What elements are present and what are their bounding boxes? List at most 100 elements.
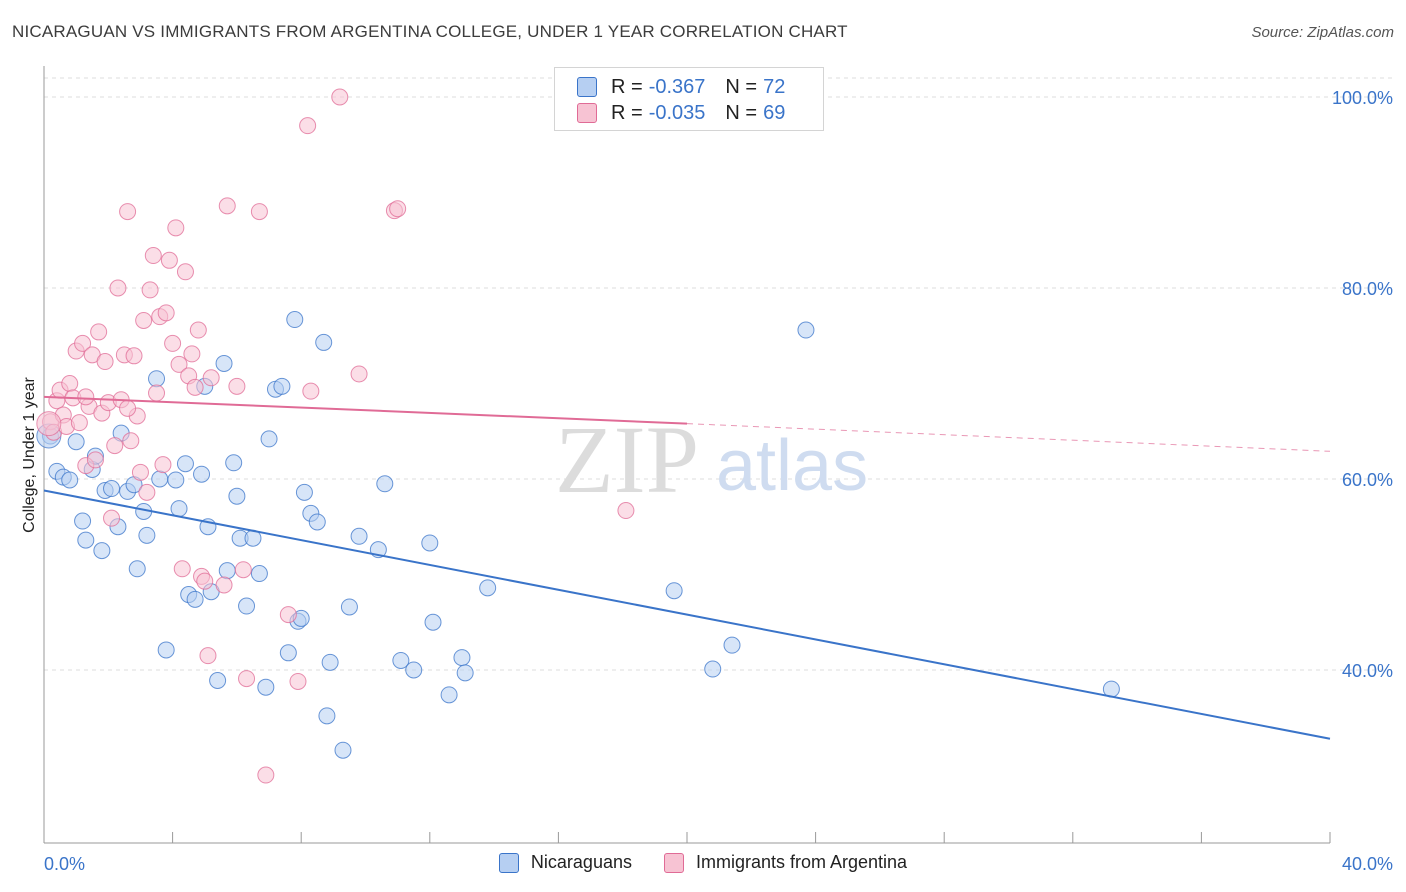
point-argentina	[141, 281, 159, 299]
point-nicaraguans	[103, 480, 121, 498]
point-argentina	[167, 219, 185, 237]
point-nicaraguans	[479, 579, 497, 597]
point-nicaraguans	[295, 483, 313, 501]
point-nicaraguans	[250, 565, 268, 583]
point-nicaraguans	[421, 534, 439, 552]
legend-r-value: -0.035	[648, 101, 706, 124]
point-nicaraguans	[128, 560, 146, 578]
trendlines	[43, 395, 1331, 740]
legend-label-nicaraguans: Nicaraguans	[530, 852, 632, 872]
point-argentina	[144, 247, 162, 265]
point-argentina	[135, 311, 153, 329]
point-argentina	[186, 378, 204, 396]
point-argentina	[157, 304, 175, 322]
point-nicaraguans	[228, 487, 246, 505]
point-argentina	[170, 355, 188, 373]
y-tick-label: 40.0%	[1342, 661, 1393, 681]
point-nicaraguans	[456, 664, 474, 682]
legend-swatch-pink	[577, 103, 597, 123]
point-argentina	[250, 203, 268, 221]
point-nicaraguans	[61, 471, 79, 489]
gridlines	[44, 77, 1392, 671]
point-nicaraguans	[440, 686, 458, 704]
legend-item-argentina[interactable]: Immigrants from Argentina	[663, 852, 908, 873]
point-nicaraguans	[260, 430, 278, 448]
point-nicaraguans	[77, 531, 95, 549]
legend-r-label: R =	[611, 75, 643, 98]
legend-r-value: -0.367	[648, 75, 706, 98]
point-nicaraguans	[424, 613, 442, 631]
point-argentina	[148, 384, 166, 402]
point-argentina	[125, 347, 143, 365]
point-argentina	[103, 509, 121, 527]
point-nicaraguans	[151, 470, 169, 488]
series-legend: Nicaraguans Immigrants from Argentina	[0, 852, 1406, 873]
point-nicaraguans	[308, 513, 326, 531]
point-argentina	[299, 117, 317, 135]
y-tick-label: 100.0%	[1332, 88, 1393, 108]
point-argentina	[350, 365, 368, 383]
point-argentina	[154, 456, 172, 474]
point-nicaraguans	[215, 354, 233, 372]
point-nicaraguans	[193, 465, 211, 483]
point-argentina	[160, 251, 178, 269]
point-argentina	[331, 88, 349, 106]
legend-swatch-blue	[577, 77, 597, 97]
correlation-legend: R = -0.367 N = 72 R = -0.035 N = 69	[554, 67, 824, 131]
point-nicaraguans	[318, 707, 336, 725]
point-argentina	[122, 432, 140, 450]
point-argentina	[183, 345, 201, 363]
legend-row-nicaraguans: R = -0.367 N = 72	[577, 75, 785, 99]
legend-swatch-pink	[663, 852, 684, 873]
legend-label-argentina: Immigrants from Argentina	[695, 852, 908, 872]
point-nicaraguans	[176, 455, 194, 473]
point-nicaraguans	[797, 321, 815, 339]
point-argentina	[257, 766, 275, 784]
point-argentina	[199, 647, 217, 665]
point-nicaraguans	[209, 672, 227, 690]
chart-title: NICARAGUAN VS IMMIGRANTS FROM ARGENTINA …	[12, 22, 848, 41]
legend-row-argentina: R = -0.035 N = 69	[577, 101, 785, 125]
point-argentina	[202, 369, 220, 387]
point-argentina	[176, 263, 194, 281]
point-nicaraguans	[148, 370, 166, 388]
point-nicaraguans	[218, 562, 236, 580]
point-nicaraguans	[170, 500, 188, 518]
y-tick-label: 60.0%	[1342, 470, 1393, 490]
series-argentina	[36, 88, 635, 784]
point-argentina	[36, 411, 62, 437]
point-nicaraguans	[340, 598, 358, 616]
point-argentina	[389, 200, 407, 218]
point-argentina	[234, 561, 252, 579]
point-nicaraguans	[93, 542, 111, 560]
point-argentina	[119, 399, 137, 417]
point-argentina	[96, 353, 114, 371]
point-nicaraguans	[286, 311, 304, 329]
point-argentina	[617, 502, 635, 520]
point-argentina	[238, 670, 256, 688]
point-nicaraguans	[665, 582, 683, 600]
point-argentina	[77, 388, 95, 406]
point-argentina	[215, 576, 233, 594]
legend-n-label: N =	[725, 101, 758, 124]
point-argentina	[218, 197, 236, 215]
point-argentina	[289, 672, 307, 690]
point-nicaraguans	[279, 644, 297, 662]
point-nicaraguans	[315, 333, 333, 351]
point-argentina	[228, 377, 246, 395]
point-nicaraguans	[376, 475, 394, 493]
point-argentina	[109, 279, 127, 297]
point-nicaraguans	[453, 649, 471, 667]
point-argentina	[61, 375, 79, 392]
point-argentina	[70, 414, 88, 432]
point-nicaraguans	[225, 454, 243, 472]
point-nicaraguans	[334, 741, 352, 759]
legend-r-label: R =	[611, 101, 643, 124]
legend-item-nicaraguans[interactable]: Nicaraguans	[498, 852, 632, 873]
point-argentina	[302, 382, 320, 400]
point-argentina	[173, 560, 191, 578]
trendline-nicaraguans	[43, 489, 1331, 740]
point-argentina	[279, 606, 297, 624]
point-argentina	[106, 437, 124, 455]
point-argentina	[86, 451, 104, 469]
